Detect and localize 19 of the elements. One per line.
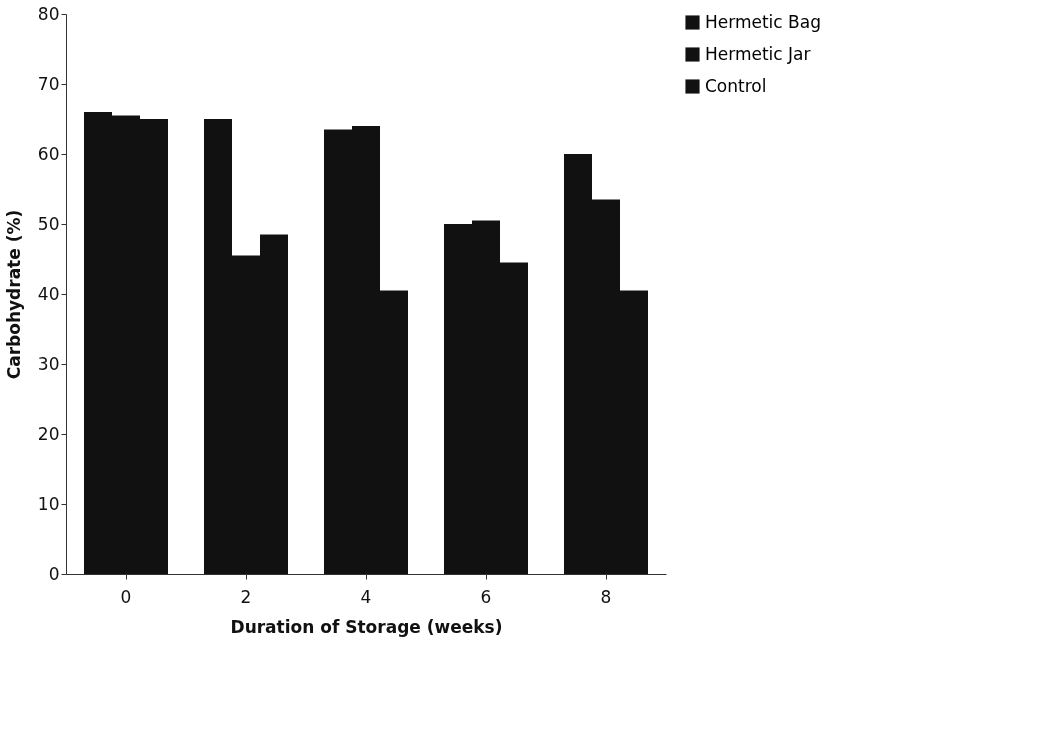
y-tick-label: 20 (37, 423, 60, 444)
y-tick-label: 60 (37, 143, 60, 164)
y-tick-label: 80 (37, 3, 60, 24)
y-tick-label: 70 (37, 73, 60, 94)
legend-label: Control (705, 75, 767, 96)
legend-label: Hermetic Jar (705, 43, 811, 64)
x-axis-title: Duration of Storage (weeks) (230, 616, 503, 637)
x-tick-label: 8 (600, 586, 612, 607)
x-tick-label: 6 (480, 586, 492, 607)
y-tick-label: 40 (37, 283, 60, 304)
x-tick-label: 4 (360, 586, 372, 607)
x-tick-label: 0 (120, 586, 132, 607)
y-tick-label: 50 (37, 213, 60, 234)
y-tick-label: 10 (37, 493, 60, 514)
y-tick-label: 0 (48, 563, 60, 584)
legend-label: Hermetic Bag (705, 11, 821, 32)
y-axis-title: Carbohydrate (%) (3, 209, 24, 380)
x-tick-label: 2 (240, 586, 252, 607)
y-tick-label: 30 (37, 353, 60, 374)
